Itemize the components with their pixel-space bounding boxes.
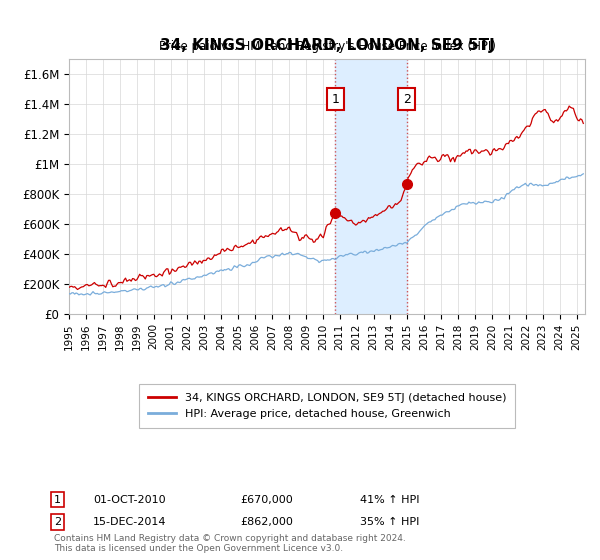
Text: 1: 1 (332, 93, 340, 106)
Text: £862,000: £862,000 (240, 517, 293, 527)
Text: 2: 2 (54, 517, 61, 527)
Text: 01-OCT-2010: 01-OCT-2010 (93, 494, 166, 505)
Text: 2: 2 (403, 93, 410, 106)
Text: 41% ↑ HPI: 41% ↑ HPI (360, 494, 419, 505)
Text: £670,000: £670,000 (240, 494, 293, 505)
Bar (335, 59, 407, 314)
Title: 34, KINGS ORCHARD, LONDON, SE9 5TJ: 34, KINGS ORCHARD, LONDON, SE9 5TJ (160, 39, 494, 53)
Text: Price paid vs. HM Land Registry's House Price Index (HPI): Price paid vs. HM Land Registry's House … (158, 40, 496, 53)
Text: 35% ↑ HPI: 35% ↑ HPI (360, 517, 419, 527)
Text: 1: 1 (54, 494, 61, 505)
Legend: 34, KINGS ORCHARD, LONDON, SE9 5TJ (detached house), HPI: Average price, detache: 34, KINGS ORCHARD, LONDON, SE9 5TJ (deta… (139, 385, 515, 428)
Text: 15-DEC-2014: 15-DEC-2014 (93, 517, 167, 527)
Text: Contains HM Land Registry data © Crown copyright and database right 2024.
This d: Contains HM Land Registry data © Crown c… (54, 534, 406, 553)
